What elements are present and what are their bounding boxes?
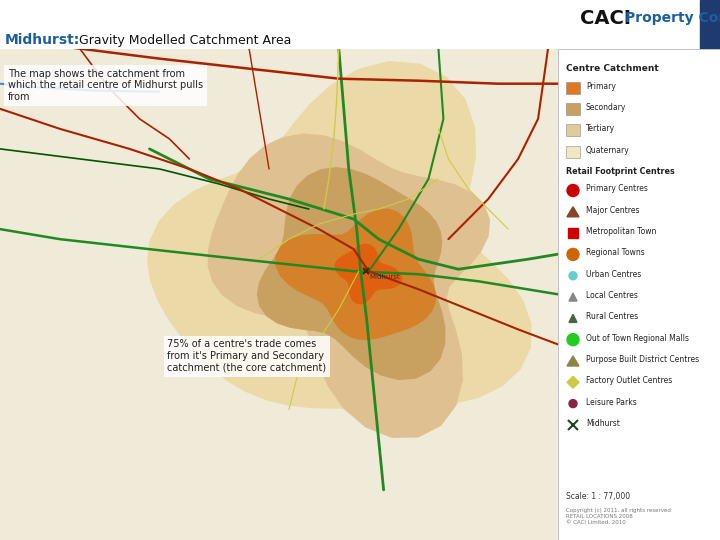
Circle shape xyxy=(567,248,579,260)
Text: Gravity Modelled Catchment Area: Gravity Modelled Catchment Area xyxy=(75,34,292,47)
Text: 75% of a centre's trade comes
from it's Primary and Secondary
catchment (the cor: 75% of a centre's trade comes from it's … xyxy=(167,340,327,373)
Bar xyxy=(566,103,580,115)
Circle shape xyxy=(569,272,577,280)
Text: Urban Centres: Urban Centres xyxy=(586,269,642,279)
Text: Leisure Parks: Leisure Parks xyxy=(586,397,636,407)
Text: Major Centres: Major Centres xyxy=(586,206,639,215)
Text: Primary Centres: Primary Centres xyxy=(586,185,648,193)
Text: Metropolitan Town: Metropolitan Town xyxy=(586,227,657,236)
Circle shape xyxy=(567,185,579,197)
Text: Tertiary: Tertiary xyxy=(586,124,615,133)
Polygon shape xyxy=(147,61,531,409)
Text: Secondary: Secondary xyxy=(586,103,626,112)
Polygon shape xyxy=(275,208,436,340)
Text: Rural Centres: Rural Centres xyxy=(586,312,638,321)
Text: Scale: 1 : 77,000: Scale: 1 : 77,000 xyxy=(566,492,630,501)
Bar xyxy=(566,82,580,94)
Text: Quaternary: Quaternary xyxy=(586,146,630,154)
Text: Primary: Primary xyxy=(586,82,616,91)
Text: Midhurst: Midhurst xyxy=(369,274,400,280)
Text: The map shows the catchment from
which the retail centre of Midhurst pulls
from: The map shows the catchment from which t… xyxy=(8,69,203,102)
Polygon shape xyxy=(335,244,402,305)
Polygon shape xyxy=(257,167,446,380)
Bar xyxy=(700,0,720,49)
Text: Factory Outlet Centres: Factory Outlet Centres xyxy=(586,376,672,385)
Polygon shape xyxy=(567,376,579,388)
Circle shape xyxy=(569,400,577,408)
Text: Out of Town Regional Malls: Out of Town Regional Malls xyxy=(586,334,689,343)
Text: Copyright (c) 2011, all rights reserved
RETAIL LOCATIONS 2008
© CACI Limited, 20: Copyright (c) 2011, all rights reserved … xyxy=(566,508,671,524)
Text: Regional Towns: Regional Towns xyxy=(586,248,644,258)
Polygon shape xyxy=(207,133,490,438)
Text: Centre Catchment: Centre Catchment xyxy=(566,64,659,73)
Text: Purpose Built District Centres: Purpose Built District Centres xyxy=(586,355,699,364)
Bar xyxy=(566,124,580,136)
Polygon shape xyxy=(569,314,577,322)
Text: Local Centres: Local Centres xyxy=(586,291,638,300)
Text: CACI: CACI xyxy=(580,9,631,28)
Bar xyxy=(566,146,580,158)
Text: Midhurst: Midhurst xyxy=(586,419,620,428)
Polygon shape xyxy=(567,207,579,217)
Circle shape xyxy=(567,334,579,346)
Bar xyxy=(568,228,578,238)
Polygon shape xyxy=(567,356,579,366)
Polygon shape xyxy=(569,293,577,301)
Text: Midhurst:: Midhurst: xyxy=(5,33,80,48)
Text: Property Consulting: Property Consulting xyxy=(625,11,720,25)
Text: Retail Footprint Centres: Retail Footprint Centres xyxy=(566,167,675,176)
